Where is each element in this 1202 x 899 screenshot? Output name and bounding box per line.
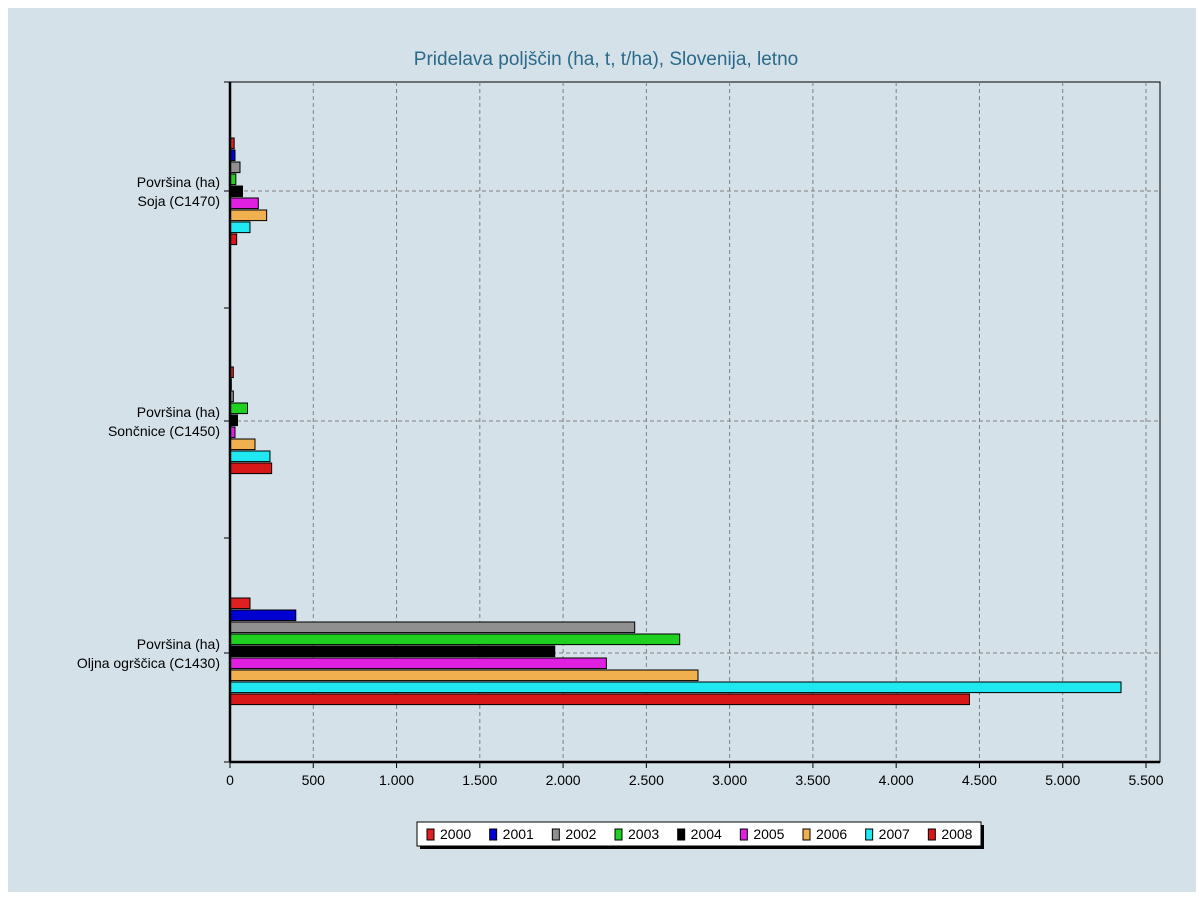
legend-swatch bbox=[426, 828, 435, 841]
bar bbox=[229, 197, 259, 210]
chart-panel: Pridelava poljščin (ha, t, t/ha), Sloven… bbox=[8, 8, 1196, 892]
bar bbox=[229, 402, 248, 415]
legend-swatch bbox=[489, 828, 498, 841]
chart-title: Pridelava poljščin (ha, t, t/ha), Sloven… bbox=[414, 49, 798, 70]
legend-swatch bbox=[739, 828, 748, 841]
y-category-label: Površina (ha) bbox=[137, 174, 220, 190]
y-category-label: Sončnice (C1450) bbox=[108, 423, 220, 439]
x-tick-label: 4.000 bbox=[879, 772, 914, 788]
x-tick-label: 500 bbox=[302, 772, 326, 788]
x-tick-label: 2.500 bbox=[629, 772, 664, 788]
legend-label: 2002 bbox=[565, 826, 596, 842]
bar bbox=[229, 221, 251, 234]
y-category-label: Površina (ha) bbox=[137, 636, 220, 652]
legend-swatch bbox=[677, 828, 686, 841]
bar bbox=[229, 621, 636, 634]
legend-label: 2005 bbox=[753, 826, 784, 842]
bar bbox=[229, 161, 241, 174]
bar bbox=[229, 657, 607, 670]
y-category-label: Površina (ha) bbox=[137, 404, 220, 420]
bar bbox=[229, 209, 268, 222]
bar-chart: Pridelava poljščin (ha, t, t/ha), Sloven… bbox=[77, 49, 1164, 849]
bar bbox=[229, 693, 970, 706]
x-tick-label: 2.000 bbox=[546, 772, 581, 788]
y-category-label: Oljna ogrščica (C1430) bbox=[77, 655, 220, 671]
bar bbox=[229, 669, 699, 682]
legend-label: 2008 bbox=[941, 826, 972, 842]
legend-label: 2004 bbox=[691, 826, 722, 842]
legend-swatch bbox=[802, 828, 811, 841]
x-tick-label: 1.000 bbox=[379, 772, 414, 788]
bar bbox=[229, 609, 297, 622]
bar bbox=[229, 462, 273, 475]
y-category-label: Soja (C1470) bbox=[138, 193, 221, 209]
x-tick-label: 5.000 bbox=[1045, 772, 1080, 788]
legend-label: 2003 bbox=[628, 826, 659, 842]
x-tick-label: 5.500 bbox=[1128, 772, 1163, 788]
legend-label: 2001 bbox=[503, 826, 534, 842]
bar bbox=[229, 185, 243, 198]
legend-swatch bbox=[551, 828, 560, 841]
x-tick-label: 3.000 bbox=[712, 772, 747, 788]
legend-swatch bbox=[865, 828, 874, 841]
legend-box bbox=[416, 821, 982, 847]
bar bbox=[229, 681, 1122, 694]
bar bbox=[229, 597, 251, 610]
bar bbox=[229, 645, 556, 658]
legend-swatch bbox=[614, 828, 623, 841]
bar bbox=[229, 450, 271, 463]
x-tick-label: 4.500 bbox=[962, 772, 997, 788]
x-tick-label: 1.500 bbox=[462, 772, 497, 788]
x-tick-label: 0 bbox=[226, 772, 234, 788]
bar bbox=[229, 438, 256, 451]
x-tick-label: 3.500 bbox=[795, 772, 830, 788]
bar bbox=[229, 633, 681, 646]
legend-swatch bbox=[927, 828, 936, 841]
legend-label: 2000 bbox=[440, 826, 471, 842]
legend-label: 2007 bbox=[879, 826, 910, 842]
legend-label: 2006 bbox=[816, 826, 847, 842]
